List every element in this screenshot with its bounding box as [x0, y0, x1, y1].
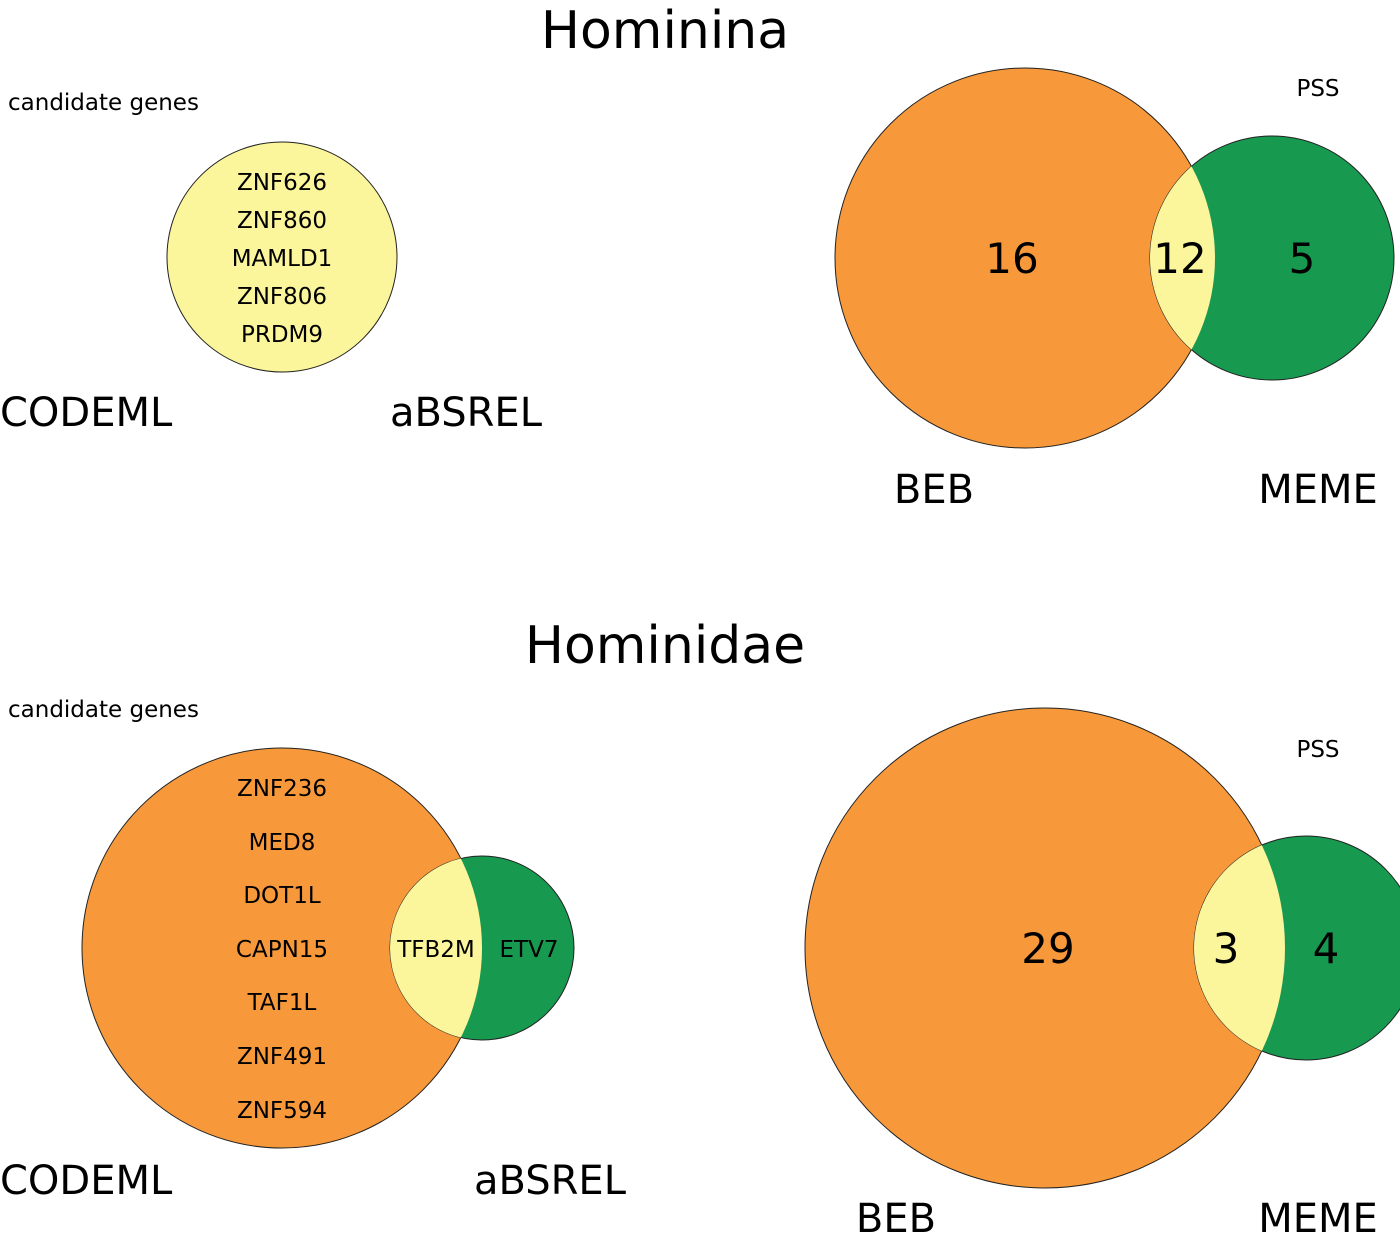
candidate-genes-label: candidate genes [8, 90, 199, 116]
overlap-gene: MAMLD1 [232, 246, 333, 272]
codeml-only-gene: ZNF236 [237, 776, 327, 802]
pss-venn: PSS 29 3 4 BEB MEME [804, 707, 1400, 1236]
absrel-label: aBSREL [474, 1158, 627, 1204]
pss-label: PSS [1296, 737, 1339, 763]
overlap-gene: ZNF806 [237, 284, 327, 310]
beb-only-count: 16 [985, 234, 1038, 283]
candidate-overlap-region [390, 856, 482, 1040]
overlap-gene: PRDM9 [241, 322, 323, 348]
beb-label: BEB [894, 467, 974, 513]
pss-overlap-region [1194, 836, 1285, 1060]
beb-label: BEB [856, 1196, 936, 1236]
meme-label: MEME [1258, 1196, 1378, 1236]
overlap-count: 3 [1213, 924, 1240, 973]
overlap-gene: ZNF626 [237, 170, 327, 196]
overlap-count: 12 [1153, 234, 1206, 283]
candidate-overlap-region [166, 141, 398, 373]
meme-label: MEME [1258, 467, 1378, 513]
meme-only-count: 4 [1313, 924, 1340, 973]
panel-hominidae: Hominidae candidate genes ZNF236 MED8 DO… [0, 616, 1400, 1236]
panel-title: Hominina [541, 1, 789, 61]
codeml-label: CODEML [0, 1158, 173, 1204]
panel-title: Hominidae [525, 616, 805, 676]
overlap-gene: TFB2M [396, 937, 475, 963]
panel-hominina: Hominina candidate genes ZNF626 ZNF860 M… [0, 1, 1395, 513]
codeml-only-gene: MED8 [249, 830, 316, 856]
pss-label: PSS [1296, 76, 1339, 102]
codeml-only-gene: DOT1L [243, 883, 320, 909]
beb-only-count: 29 [1021, 924, 1074, 973]
absrel-label: aBSREL [390, 390, 543, 436]
codeml-only-gene: CAPN15 [236, 937, 328, 963]
candidate-venn: ZNF236 MED8 DOT1L CAPN15 TAF1L ZNF491 ZN… [0, 747, 627, 1204]
overlap-gene: ZNF860 [237, 208, 327, 234]
pss-venn: PSS 16 12 5 BEB MEME [834, 67, 1395, 513]
codeml-label: CODEML [0, 390, 173, 436]
codeml-only-gene: ZNF594 [237, 1098, 327, 1124]
candidate-venn: ZNF626 ZNF860 MAMLD1 ZNF806 PRDM9 CODEML… [0, 141, 543, 436]
meme-only-count: 5 [1289, 234, 1316, 283]
absrel-only-gene: ETV7 [500, 937, 559, 963]
codeml-only-gene: ZNF491 [237, 1044, 327, 1070]
codeml-only-gene: TAF1L [247, 990, 317, 1016]
candidate-genes-label: candidate genes [8, 697, 199, 723]
